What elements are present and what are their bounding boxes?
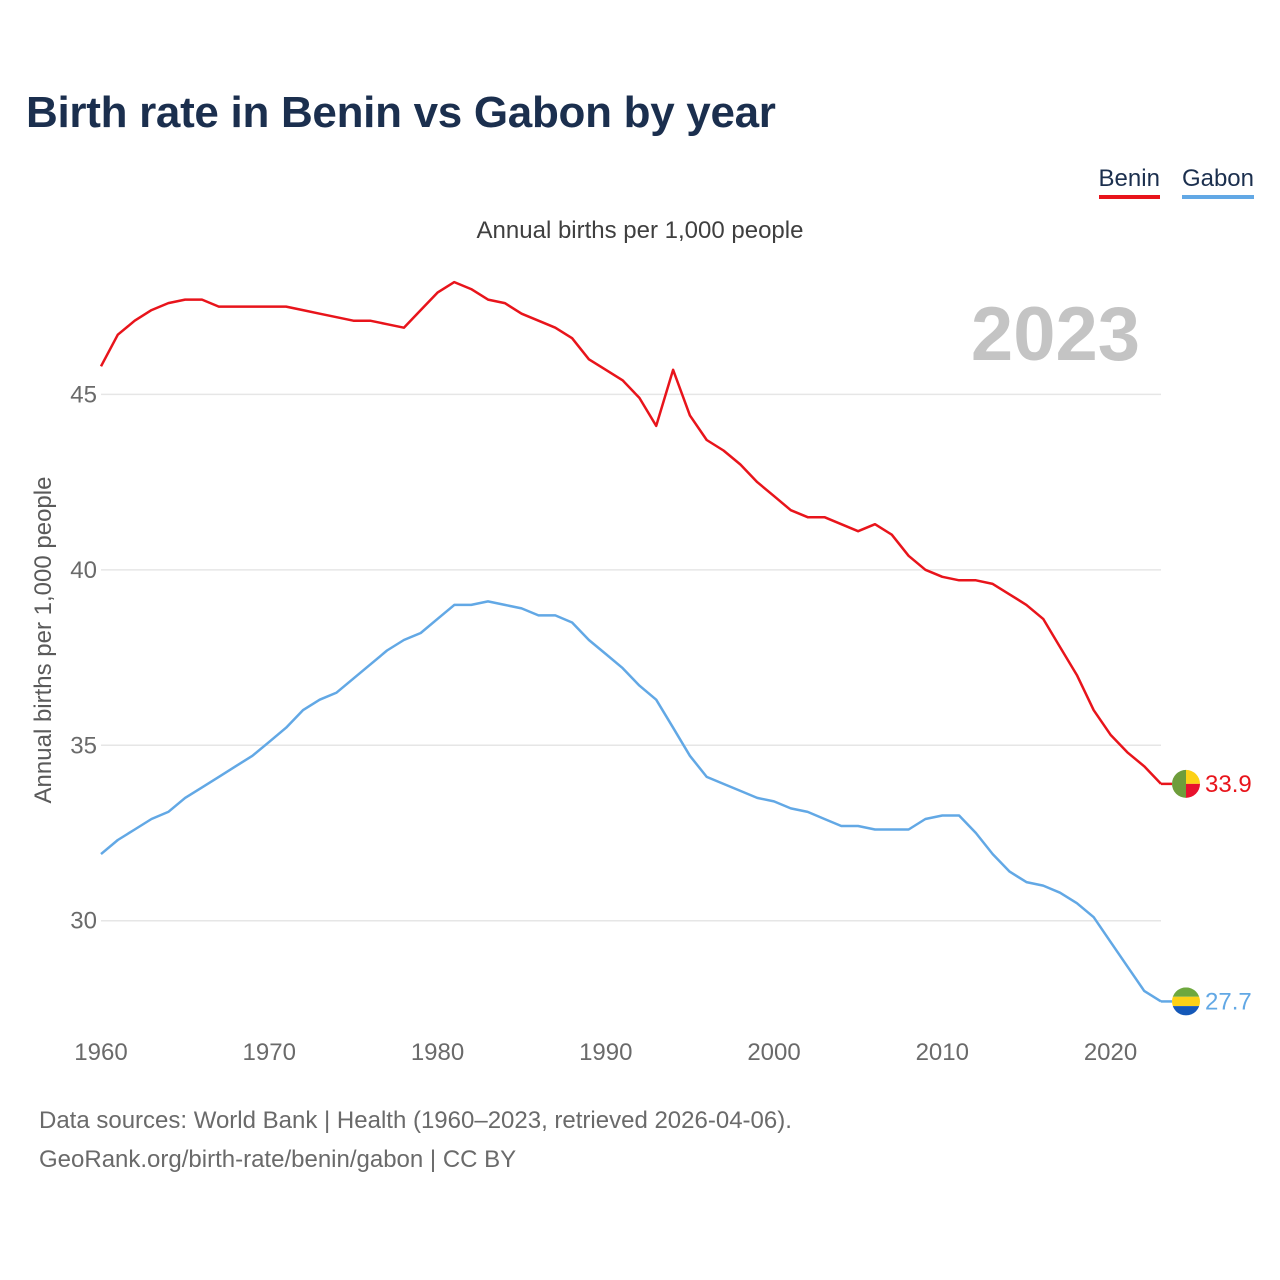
x-tick-label-2020: 2020 <box>1084 1039 1137 1066</box>
chart-title: Birth rate in Benin vs Gabon by year <box>26 88 776 137</box>
gabon-flag-green <box>1172 987 1200 997</box>
gabon-flag-blue <box>1172 1006 1200 1016</box>
legend: Benin Gabon <box>1098 165 1254 199</box>
benin-flag-yellow <box>1186 769 1200 784</box>
y-tick-label-40: 40 <box>70 557 97 584</box>
end-value-label-benin: 33.9 <box>1205 771 1252 798</box>
source-link[interactable]: GeoRank.org/birth-rate/benin/gabon | CC … <box>39 1146 517 1173</box>
series-line-benin[interactable] <box>99 280 1162 785</box>
benin-flag-icon <box>1172 769 1200 798</box>
current-year-label: 2023 <box>971 292 1140 377</box>
y-axis-title: Annual births per 1,000 people <box>30 477 57 804</box>
y-tick-label-35: 35 <box>70 732 97 759</box>
y-tick-label-30: 30 <box>70 908 97 935</box>
gabon-flag-yellow <box>1172 996 1200 1007</box>
x-tick-label-1980: 1980 <box>411 1039 464 1066</box>
benin-flag-green <box>1172 769 1186 798</box>
x-tick-label-1960: 1960 <box>74 1039 127 1066</box>
gabon-flag-icon <box>1172 987 1200 1016</box>
legend-item-benin[interactable]: Benin <box>1098 165 1160 199</box>
end-value-label-gabon: 27.7 <box>1205 988 1252 1015</box>
benin-flag-red <box>1186 783 1200 798</box>
x-tick-label-2010: 2010 <box>916 1039 969 1066</box>
legend-item-gabon[interactable]: Gabon <box>1181 165 1254 199</box>
x-tick-label-2000: 2000 <box>747 1039 800 1066</box>
y-tick-label-45: 45 <box>70 381 97 408</box>
series-line-gabon[interactable] <box>100 600 1162 1003</box>
x-tick-label-1970: 1970 <box>243 1039 296 1066</box>
x-tick-label-1990: 1990 <box>579 1039 632 1066</box>
source-note: Data sources: World Bank | Health (1960–… <box>39 1107 792 1134</box>
chart-subtitle: Annual births per 1,000 people <box>476 217 804 244</box>
